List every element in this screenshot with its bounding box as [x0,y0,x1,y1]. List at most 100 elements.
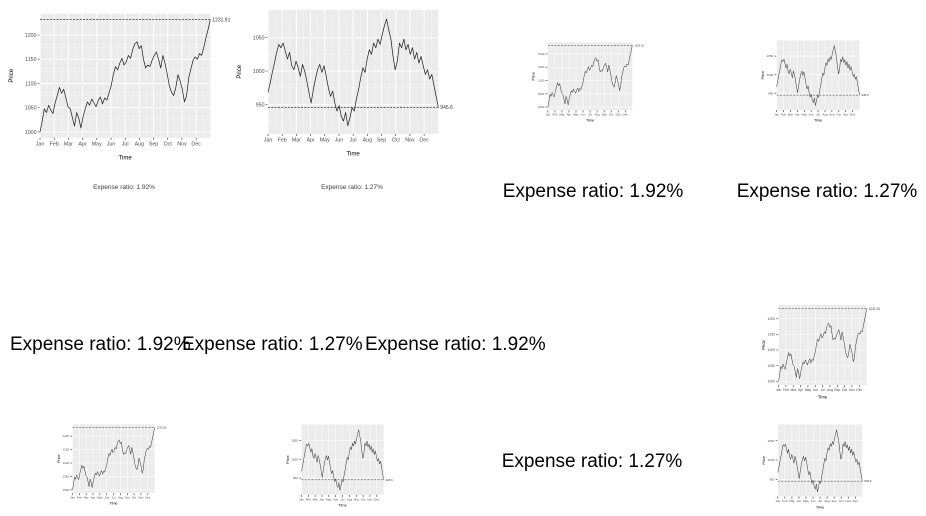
svg-text:Nov: Nov [616,113,622,117]
svg-text:Jul: Jul [350,138,357,144]
svg-text:Jun: Jun [335,138,344,144]
svg-text:Oct: Oct [392,138,401,144]
svg-text:Sep: Sep [125,496,131,500]
svg-text:1000: 1000 [62,488,69,492]
svg-text:Jun: Jun [333,497,338,501]
svg-text:Time: Time [347,152,361,158]
svg-text:Jan: Jan [546,113,551,117]
price-chart-fund-b-mini-bottom-right: 950 1000 1050 Jan Feb Mar Apr May Jun Jul Aug Sep Oc… [762,420,877,510]
svg-text:1050: 1050 [768,364,776,368]
svg-text:Jul: Jul [588,113,592,117]
svg-text:945.6: 945.6 [440,105,453,111]
svg-text:Oct: Oct [132,496,137,500]
chart-caption-fund-a: Expense ratio: 1.92% [93,184,155,191]
svg-text:Dec: Dec [853,499,859,503]
svg-text:Dec: Dec [623,113,629,117]
svg-text:Aug: Aug [822,112,828,116]
svg-text:1150: 1150 [538,65,545,69]
expense-ratio-label-mid-2: Expense ratio: 1.27% [182,334,363,355]
svg-text:Apr: Apr [567,113,572,117]
price-chart-fund-a-mini-bottom: 1000 1050 1100 1150 1200 Jan Feb Mar Apr May Jun Ju… [57,420,169,506]
svg-text:1050: 1050 [62,474,69,478]
expense-ratio-label-bottom: Expense ratio: 1.27% [501,451,683,472]
svg-text:Nov: Nov [367,497,373,501]
svg-text:Dec: Dec [856,388,862,392]
svg-text:Price: Price [9,68,15,82]
svg-text:Oct: Oct [609,113,614,117]
svg-text:1100: 1100 [538,79,545,83]
svg-text:Aug: Aug [824,499,830,503]
svg-text:Feb: Feb [77,496,82,500]
svg-text:1200: 1200 [538,52,545,56]
svg-text:Mar: Mar [84,496,89,500]
svg-text:1000: 1000 [253,69,265,75]
svg-text:Jul: Jul [818,499,822,503]
svg-text:1200: 1200 [62,434,69,438]
svg-text:Jul: Jul [122,142,129,148]
svg-text:950: 950 [256,102,265,108]
svg-text:1050: 1050 [253,36,265,42]
svg-text:Nov: Nov [405,138,415,144]
svg-text:1050: 1050 [538,92,545,96]
svg-text:1150: 1150 [25,57,36,63]
svg-text:Oct: Oct [361,497,366,501]
svg-text:Time: Time [119,156,133,162]
svg-text:Sep: Sep [834,388,840,392]
svg-text:Jun: Jun [581,113,586,117]
svg-text:Mar: Mar [788,112,793,116]
svg-text:Price: Price [762,456,766,465]
svg-text:Time: Time [818,395,828,400]
svg-text:950: 950 [768,92,773,96]
svg-text:Aug: Aug [595,113,601,117]
svg-text:Nov: Nov [177,142,187,148]
svg-text:Jan: Jan [776,388,782,392]
svg-text:1231.91: 1231.91 [634,43,644,47]
svg-text:May: May [92,142,102,148]
price-chart-fund-b-mini-bottom-left: 950 1000 1050 Jan Feb Mar Apr May Jun Jul Aug Sep Oc… [286,420,398,508]
svg-text:Nov: Nov [843,112,849,116]
svg-text:Feb: Feb [782,499,788,503]
svg-text:1000: 1000 [767,73,774,77]
expense-ratio-label-top-a: Expense ratio: 1.92% [502,181,684,202]
svg-text:Time: Time [586,119,594,123]
svg-text:Jul: Jul [341,497,345,501]
svg-text:Aug: Aug [118,496,124,500]
svg-text:Apr: Apr [795,112,800,116]
svg-text:Jul: Jul [820,388,825,392]
svg-text:Sep: Sep [377,138,386,144]
price-chart-fund-b-mini-top: 950 1000 1050 Jan Feb Mar Apr May Jun Jul Aug Sep Oc… [761,36,874,123]
svg-text:Jul: Jul [112,496,116,500]
svg-text:Oct: Oct [842,388,847,392]
svg-text:945.6: 945.6 [864,479,872,483]
svg-text:Mar: Mar [789,499,794,503]
svg-text:Dec: Dec [850,112,856,116]
svg-text:1100: 1100 [768,348,775,352]
svg-text:1100: 1100 [25,81,36,87]
svg-text:1231.91: 1231.91 [212,17,230,23]
svg-text:1231.91: 1231.91 [869,307,881,311]
svg-text:Price: Price [532,72,536,80]
svg-text:Jan: Jan [264,138,273,144]
svg-text:1000: 1000 [538,105,545,109]
svg-text:1000: 1000 [768,458,775,462]
svg-text:Jan: Jan [299,497,304,501]
svg-text:Aug: Aug [135,142,144,148]
svg-text:1050: 1050 [767,54,774,58]
svg-text:May: May [803,499,809,503]
svg-text:Mar: Mar [64,142,73,148]
svg-text:Feb: Feb [278,138,287,144]
svg-text:Price: Price [286,455,290,464]
svg-text:Sep: Sep [602,113,608,117]
svg-text:Feb: Feb [306,497,311,501]
svg-text:Feb: Feb [781,112,786,116]
expense-ratio-label-top-b: Expense ratio: 1.27% [736,181,918,202]
svg-text:Time: Time [338,504,346,508]
svg-text:May: May [326,497,332,501]
svg-text:Jun: Jun [813,388,819,392]
svg-text:Sep: Sep [149,142,158,148]
svg-text:1000: 1000 [768,379,776,383]
svg-text:945.6: 945.6 [386,478,394,482]
svg-text:Aug: Aug [363,138,372,144]
svg-text:Jan: Jan [774,112,779,116]
svg-text:Apr: Apr [306,138,314,144]
